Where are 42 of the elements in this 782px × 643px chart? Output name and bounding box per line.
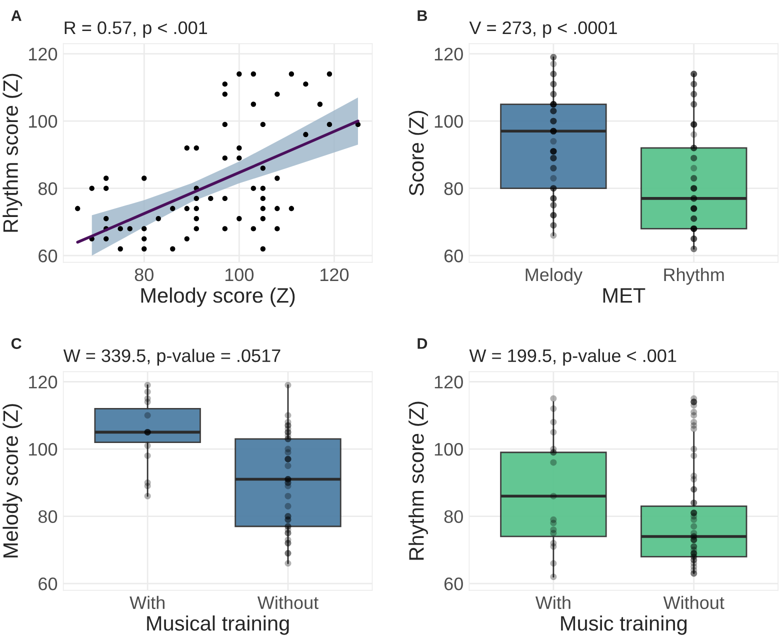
y-tick-label: 80 — [444, 510, 463, 523]
y-axis-title: Rhythm score (Z) — [2, 74, 22, 232]
y-axis-title: Score (Z) — [408, 110, 428, 196]
y-tick-label: 60 — [444, 250, 463, 262]
y-tick-label: 80 — [38, 510, 58, 523]
y-tick-label: 60 — [444, 577, 463, 590]
x-axis-title: MET — [603, 288, 646, 303]
chart-title: R = 0.57, p < .001 — [64, 21, 208, 38]
x-tick-label: Melody — [526, 268, 583, 285]
x-tick-label: With — [130, 596, 164, 610]
x-tick-label: 80 — [134, 268, 154, 282]
y-tick-label: 100 — [29, 442, 58, 456]
y-axis-title: Melody score (Z) — [2, 404, 22, 558]
text: A — [11, 10, 22, 21]
y-tick-label: 120 — [434, 48, 463, 61]
y-tick-label: 120 — [434, 376, 463, 388]
chart-title: W = 199.5, p-value < .001 — [469, 348, 676, 366]
y-tick-label: 60 — [38, 250, 58, 262]
x-tick-label: 120 — [320, 268, 349, 282]
x-tick-label: 100 — [225, 268, 254, 282]
y-tick-label: 60 — [38, 577, 58, 590]
y-tick-label: 80 — [38, 182, 58, 196]
line-series — [76, 120, 360, 244]
y-tick-label: 100 — [434, 442, 463, 456]
x-axis-title: Melody score (Z) — [141, 288, 295, 307]
x-axis-title: Musical training — [147, 615, 289, 635]
x-tick-label: Rhythm — [664, 268, 724, 285]
y-tick-label: 80 — [444, 182, 463, 196]
x-tick-label: Without — [257, 596, 318, 610]
y-axis-title: Rhythm score (Z) — [408, 402, 428, 560]
x-axis-title: Music training — [561, 615, 687, 635]
y-tick-label: 100 — [434, 115, 463, 128]
text: D — [418, 338, 428, 349]
y-tick-label: 120 — [29, 48, 58, 61]
chart-title: W = 339.5, p-value = .0517 — [63, 348, 280, 366]
y-tick-label: 120 — [29, 376, 58, 388]
text: B — [418, 10, 428, 21]
x-tick-label: With — [535, 596, 570, 610]
text: C — [11, 338, 22, 349]
chart-title: V = 273, p < .0001 — [469, 21, 617, 38]
x-tick-label: Without — [663, 596, 724, 610]
y-tick-label: 100 — [29, 115, 58, 128]
